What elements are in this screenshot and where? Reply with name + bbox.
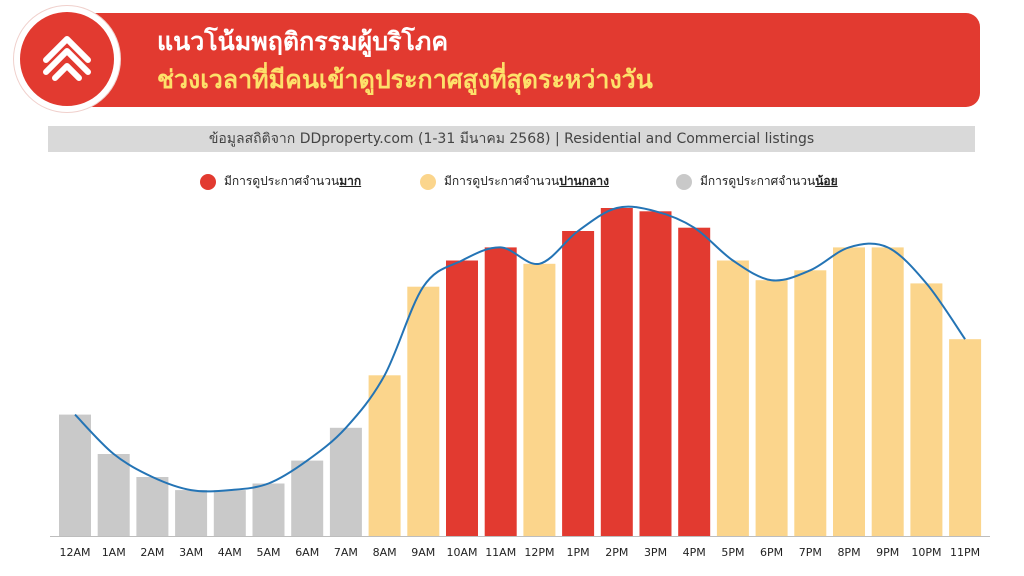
bar-5PM <box>716 260 749 536</box>
legend-item-medium: มีการดูประกาศจำนวน ปานกลาง <box>420 172 609 191</box>
x-tick-label: 2PM <box>605 546 628 559</box>
x-tick-label: 9PM <box>876 546 899 559</box>
x-tick-label: 6PM <box>760 546 783 559</box>
bar-3AM <box>175 490 208 536</box>
bar-12AM <box>59 414 91 536</box>
bar-8PM <box>833 247 865 536</box>
bar-2PM <box>600 208 633 536</box>
bar-9AM <box>407 286 440 536</box>
x-tick-label: 3AM <box>179 546 203 559</box>
bar-series <box>59 208 982 537</box>
x-tick-label: 12AM <box>59 546 90 559</box>
x-tick-label: 10PM <box>911 546 941 559</box>
legend-label-prefix: มีการดูประกาศจำนวน <box>224 174 340 188</box>
x-tick-label: 7PM <box>799 546 822 559</box>
bar-8AM <box>368 375 401 536</box>
x-tick-label: 10AM <box>446 546 477 559</box>
legend-label-emphasis: มาก <box>339 174 362 188</box>
bar-11AM <box>484 247 517 536</box>
chart-legend: มีการดูประกาศจำนวน มาก มีการดูประกาศจำนวน… <box>0 172 1024 196</box>
bar-2AM <box>136 477 169 536</box>
legend-dot-low <box>676 173 692 190</box>
source-note: ข้อมูลสถิติจาก DDproperty.com (1-31 มีนา… <box>48 126 975 152</box>
x-tick-label: 4PM <box>683 546 706 559</box>
legend-item-high: มีการดูประกาศจำนวน มาก <box>200 172 361 191</box>
ddproperty-logo-icon <box>43 36 91 81</box>
legend-dot-high <box>200 173 216 190</box>
x-tick-label: 1AM <box>102 546 126 559</box>
bar-6AM <box>291 460 324 536</box>
legend-dot-medium <box>420 173 436 190</box>
bar-6PM <box>755 280 788 536</box>
x-tick-label: 1PM <box>567 546 590 559</box>
x-tick-label: 8PM <box>837 546 860 559</box>
x-tick-label: 11PM <box>950 546 980 559</box>
bar-3PM <box>639 211 672 537</box>
bar-4PM <box>678 227 711 536</box>
legend-item-low: มีการดูประกาศจำนวน น้อย <box>676 172 838 191</box>
x-tick-label: 8AM <box>373 546 397 559</box>
legend-label-prefix: มีการดูประกาศจำนวน <box>700 174 816 188</box>
legend-label-prefix: มีการดูประกาศจำนวน <box>444 174 560 188</box>
x-tick-label: 4AM <box>218 546 242 559</box>
x-tick-label: 5PM <box>721 546 744 559</box>
legend-label-emphasis: ปานกลาง <box>559 174 609 188</box>
bar-1AM <box>97 454 130 536</box>
bar-4AM <box>213 490 246 536</box>
x-tick-label: 7AM <box>334 546 358 559</box>
x-tick-label: 11AM <box>485 546 516 559</box>
x-tick-label: 12PM <box>524 546 554 559</box>
title-banner <box>70 13 980 107</box>
bar-5AM <box>252 483 285 536</box>
bar-9PM <box>871 247 904 536</box>
title-line-1: แนวโน้มพฤติกรรมผู้บริโภค <box>157 27 449 56</box>
bar-7AM <box>329 427 362 536</box>
bar-10AM <box>446 260 478 536</box>
bar-12PM <box>523 263 556 536</box>
bar-11PM <box>949 339 982 536</box>
bar-10PM <box>910 283 943 536</box>
title-line-2: ช่วงเวลาที่มีคนเข้าดูประกาศสูงที่สุดระหว… <box>157 65 653 94</box>
x-tick-label: 9AM <box>411 546 435 559</box>
logo-badge <box>14 6 120 112</box>
x-tick-label: 3PM <box>644 546 667 559</box>
bar-7PM <box>794 270 827 536</box>
bar-1PM <box>562 231 595 536</box>
x-tick-label: 2AM <box>140 546 164 559</box>
legend-label-emphasis: น้อย <box>815 174 838 188</box>
x-tick-label: 5AM <box>256 546 280 559</box>
x-tick-label: 6AM <box>295 546 319 559</box>
trend-line <box>74 205 966 493</box>
